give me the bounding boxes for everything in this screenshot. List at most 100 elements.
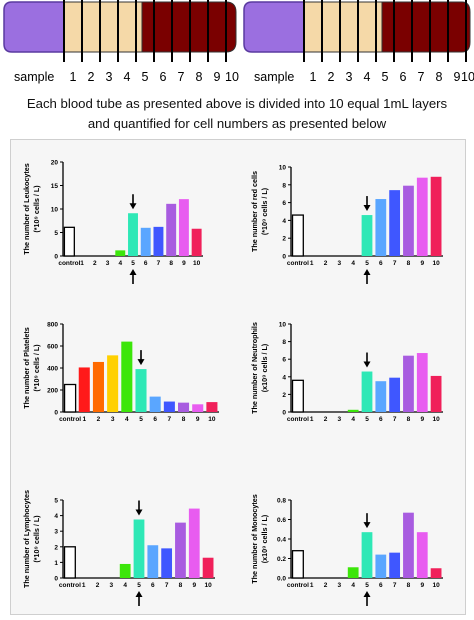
y-axis-title-line-1: The number of Monocytes [250,494,259,583]
layer-number: 6 [400,70,407,84]
x-tick-label: 6 [379,416,383,423]
y-axis-title-line-2: (*10⁹ cells / L) [32,344,41,392]
y-tick-label: 0 [54,576,58,583]
y-axis-title-line-2: (*10⁹ cells / L) [32,185,41,233]
bar-4 [119,563,131,578]
layer-number: 1 [70,70,77,84]
bar-control [291,379,304,413]
x-tick-label: 4 [351,416,355,423]
y-tick-label: 6 [282,357,286,364]
bar-3 [107,355,119,412]
x-tick-label: 7 [393,582,397,589]
x-tick-label: 8 [407,416,411,423]
x-tick-label: 4 [351,260,355,267]
y-tick-label: 4 [282,374,286,381]
x-tick-label: 10 [208,416,216,423]
chart-6: 0.0 0.2 0.4 0.6 0.8 control 1 2 3 4 5 6 7 8 9 10 The num… [250,494,443,606]
arrow-down-icon [135,509,143,516]
tube-serum-layer [303,1,383,53]
bar-7 [389,377,401,412]
bar-control [63,546,76,579]
x-tick-label: 6 [144,260,148,267]
x-tick-label: 1 [80,260,84,267]
y-tick-label: 6 [282,200,286,207]
bar-7 [389,190,401,256]
bar-2 [92,361,104,412]
y-tick-label: 0.8 [277,498,286,505]
y-tick-label: 400 [47,366,58,373]
tube-cap [243,1,305,53]
x-tick-label: 5 [139,416,143,423]
bar-5 [361,532,373,578]
layer-number: 2 [328,70,335,84]
bar-1 [78,367,90,412]
layer-number: 9 [454,70,461,84]
y-tick-label: 2 [282,392,286,399]
bar-10 [430,568,442,578]
x-tick-label: control [59,416,81,423]
bar-6 [375,554,387,578]
y-tick-label: 0.4 [277,537,286,544]
caption-line-1: Each blood tube as presented above is di… [26,96,448,111]
bar-9 [188,508,200,578]
x-tick-label: 4 [123,582,127,589]
layer-number: 7 [418,70,425,84]
bar-control [63,383,77,413]
y-tick-label: 600 [47,344,58,351]
bar-9 [178,199,189,256]
x-tick-label: control [59,582,81,589]
tube-serum-layer [63,1,143,53]
x-tick-label: 6 [379,582,383,589]
bar-control [291,214,304,257]
arrow-down-icon [129,203,137,210]
y-axis-title: The number of Lymphocytes (*10⁹ cells / L… [22,490,41,588]
x-tick-label: 1 [82,416,86,423]
arrow-up-icon [129,269,137,275]
y-tick-label: 20 [51,160,59,167]
y-tick-label: 10 [279,322,287,329]
bar-8 [403,355,414,412]
bar-10 [430,176,442,256]
y-tick-label: 3 [54,529,58,536]
y-tick-label: 15 [51,183,59,190]
tube-layer-dividers [63,0,227,62]
tube-layer-dividers [303,0,467,62]
y-tick-label: 0 [54,410,58,417]
tube-sample-label: sample [14,70,54,84]
y-tick-label: 0 [282,410,286,417]
layer-number: 5 [382,70,389,84]
x-tick-label: 8 [179,582,183,589]
bar-9 [416,177,428,256]
arrow-up-icon [363,269,371,275]
y-tick-label: 10 [51,207,59,214]
bar-8 [166,203,177,256]
y-tick-label: 800 [47,322,58,329]
y-axis-title-line-1: The number of Platelets [22,327,31,408]
x-tick-label: 10 [204,582,212,589]
x-tick-label: 4 [118,260,122,267]
y-tick-label: 0 [54,254,58,261]
y-tick-label: 5 [54,498,58,505]
x-tick-label: 5 [131,260,135,267]
y-tick-label: 8 [282,339,286,346]
y-axis-title: The number of Leukocytes (*10⁹ cells / L) [22,163,41,254]
bar-7 [389,552,401,578]
x-tick-label: 7 [165,582,169,589]
blood-tube-left: sample 1 2 3 4 5 6 7 8 9 10 [3,0,239,84]
layer-number: 7 [178,70,185,84]
x-tick-label: 1 [310,260,314,267]
arrow-down-icon [137,359,145,366]
x-tick-label: 8 [169,260,173,267]
x-tick-label: 1 [310,416,314,423]
bar-6 [375,381,387,412]
layer-number: 1 [310,70,317,84]
y-axis-title-line-1: The number of Lymphocytes [22,490,31,588]
bar-10 [202,557,214,578]
x-tick-label: 3 [338,582,342,589]
bar-8 [403,512,414,578]
y-tick-label: 2 [282,236,286,243]
y-axis-title: The number of red cells (*10⁹ cells / L) [250,171,269,252]
x-tick-label: control [58,260,80,267]
y-tick-label: 8 [282,182,286,189]
tube-layer-numbers: 1 2 3 4 5 6 7 8 9 10 [310,70,474,84]
